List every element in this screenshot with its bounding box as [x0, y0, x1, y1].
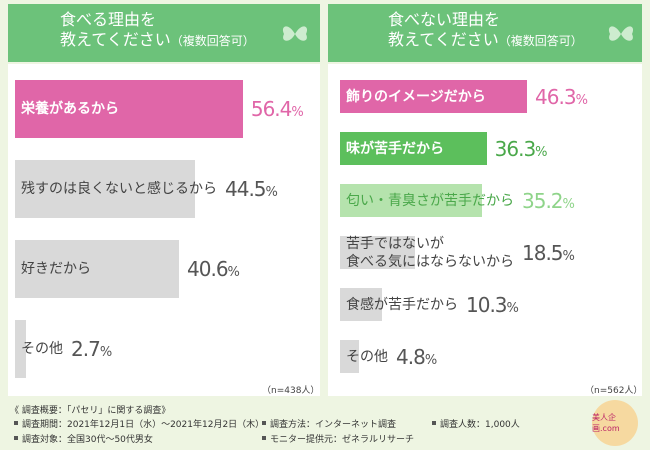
- bar: [15, 320, 26, 378]
- bar: [340, 236, 415, 269]
- title-line: 食べない理由を: [388, 10, 501, 29]
- bar: [340, 80, 528, 113]
- value-label: 18.5%: [522, 240, 575, 265]
- footer-item: モニター提供元：ゼネラルリサーチ: [270, 435, 415, 445]
- bar-label: その他: [21, 341, 63, 357]
- value-label: 40.6%: [187, 257, 240, 281]
- value-label: 4.8%: [396, 344, 437, 369]
- title-line: 教えてください: [388, 30, 499, 49]
- bullet: [14, 421, 18, 425]
- value-label: 35.2%: [522, 188, 575, 213]
- bar-label: 苦手ではないが 食べる気にはならないから: [346, 235, 514, 270]
- footer-item: 調査方法：インターネット調査: [270, 420, 397, 430]
- bar-label: 残すのは良くないと感じるから: [21, 181, 217, 197]
- bar: [340, 132, 487, 165]
- bullet: [14, 436, 18, 440]
- bar-label: 食感が苦手だから: [346, 296, 458, 313]
- bar: [340, 340, 360, 373]
- value-label: 56.4%: [250, 97, 304, 121]
- value-label: 10.3%: [466, 292, 519, 317]
- bar: [340, 184, 483, 217]
- butterfly-icon: [282, 26, 308, 41]
- footer-heading: 《 調査概要：「パセリ」に関する調査》: [10, 406, 171, 416]
- chart-title: 食べない理由を 教えてください（複数回答可）: [388, 10, 583, 51]
- bar: [340, 288, 382, 321]
- title-line: （複数回答可）: [498, 34, 583, 48]
- chart-title: 食べる理由を 教えてください（複数回答可）: [60, 10, 255, 51]
- bar: [15, 160, 195, 218]
- bullet: [432, 421, 436, 425]
- left-header: [8, 4, 320, 62]
- bar: [15, 80, 243, 138]
- bar-label: 好きだから: [21, 261, 91, 277]
- bar-label: その他: [346, 348, 388, 365]
- bar-label: 味が苦手だから: [346, 140, 444, 157]
- value-label: 46.3%: [535, 84, 588, 109]
- butterfly-icon: [608, 26, 634, 41]
- footer-item: 調査人数：1,000人: [440, 420, 520, 430]
- footer-item: 調査期間：2021年12月1日（水）〜2021年12月2日（木）: [22, 420, 265, 430]
- title-line: 教えてください: [60, 30, 171, 49]
- right-header: [328, 4, 642, 62]
- bullet: [262, 421, 266, 425]
- bar: [15, 240, 180, 298]
- bullet: [262, 436, 266, 440]
- title-line: 食べる理由を: [60, 10, 157, 29]
- title-line: （複数回答可）: [170, 34, 255, 48]
- logo: 美人企画.com: [592, 400, 638, 446]
- sample-note: （n=562人）: [585, 386, 643, 396]
- value-label: 2.7%: [71, 337, 112, 361]
- footer-item: 調査対象：全国30代〜50代男女: [22, 435, 153, 445]
- bar-label: 飾りのイメージだから: [346, 88, 486, 105]
- bar-label: 栄養があるから: [21, 101, 119, 117]
- value-label: 44.5%: [225, 177, 278, 201]
- value-label: 36.3%: [494, 136, 548, 161]
- bar-label: 匂い・青臭さが苦手だから: [346, 192, 514, 209]
- right-panel: [328, 64, 642, 396]
- sample-note: （n=438人）: [262, 386, 320, 396]
